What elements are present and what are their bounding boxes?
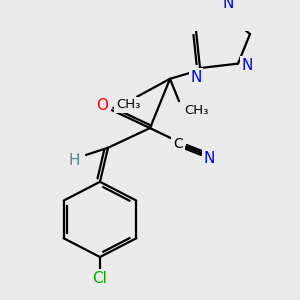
Text: CH₃: CH₃ xyxy=(116,98,140,111)
Text: N: N xyxy=(222,0,234,11)
Text: C: C xyxy=(173,137,183,151)
Text: N: N xyxy=(190,70,202,85)
Text: N: N xyxy=(203,151,215,166)
Text: CH₃: CH₃ xyxy=(184,104,208,117)
Text: N: N xyxy=(241,58,253,73)
Text: H: H xyxy=(68,153,80,168)
Text: O: O xyxy=(96,98,108,113)
Text: Cl: Cl xyxy=(93,271,107,286)
